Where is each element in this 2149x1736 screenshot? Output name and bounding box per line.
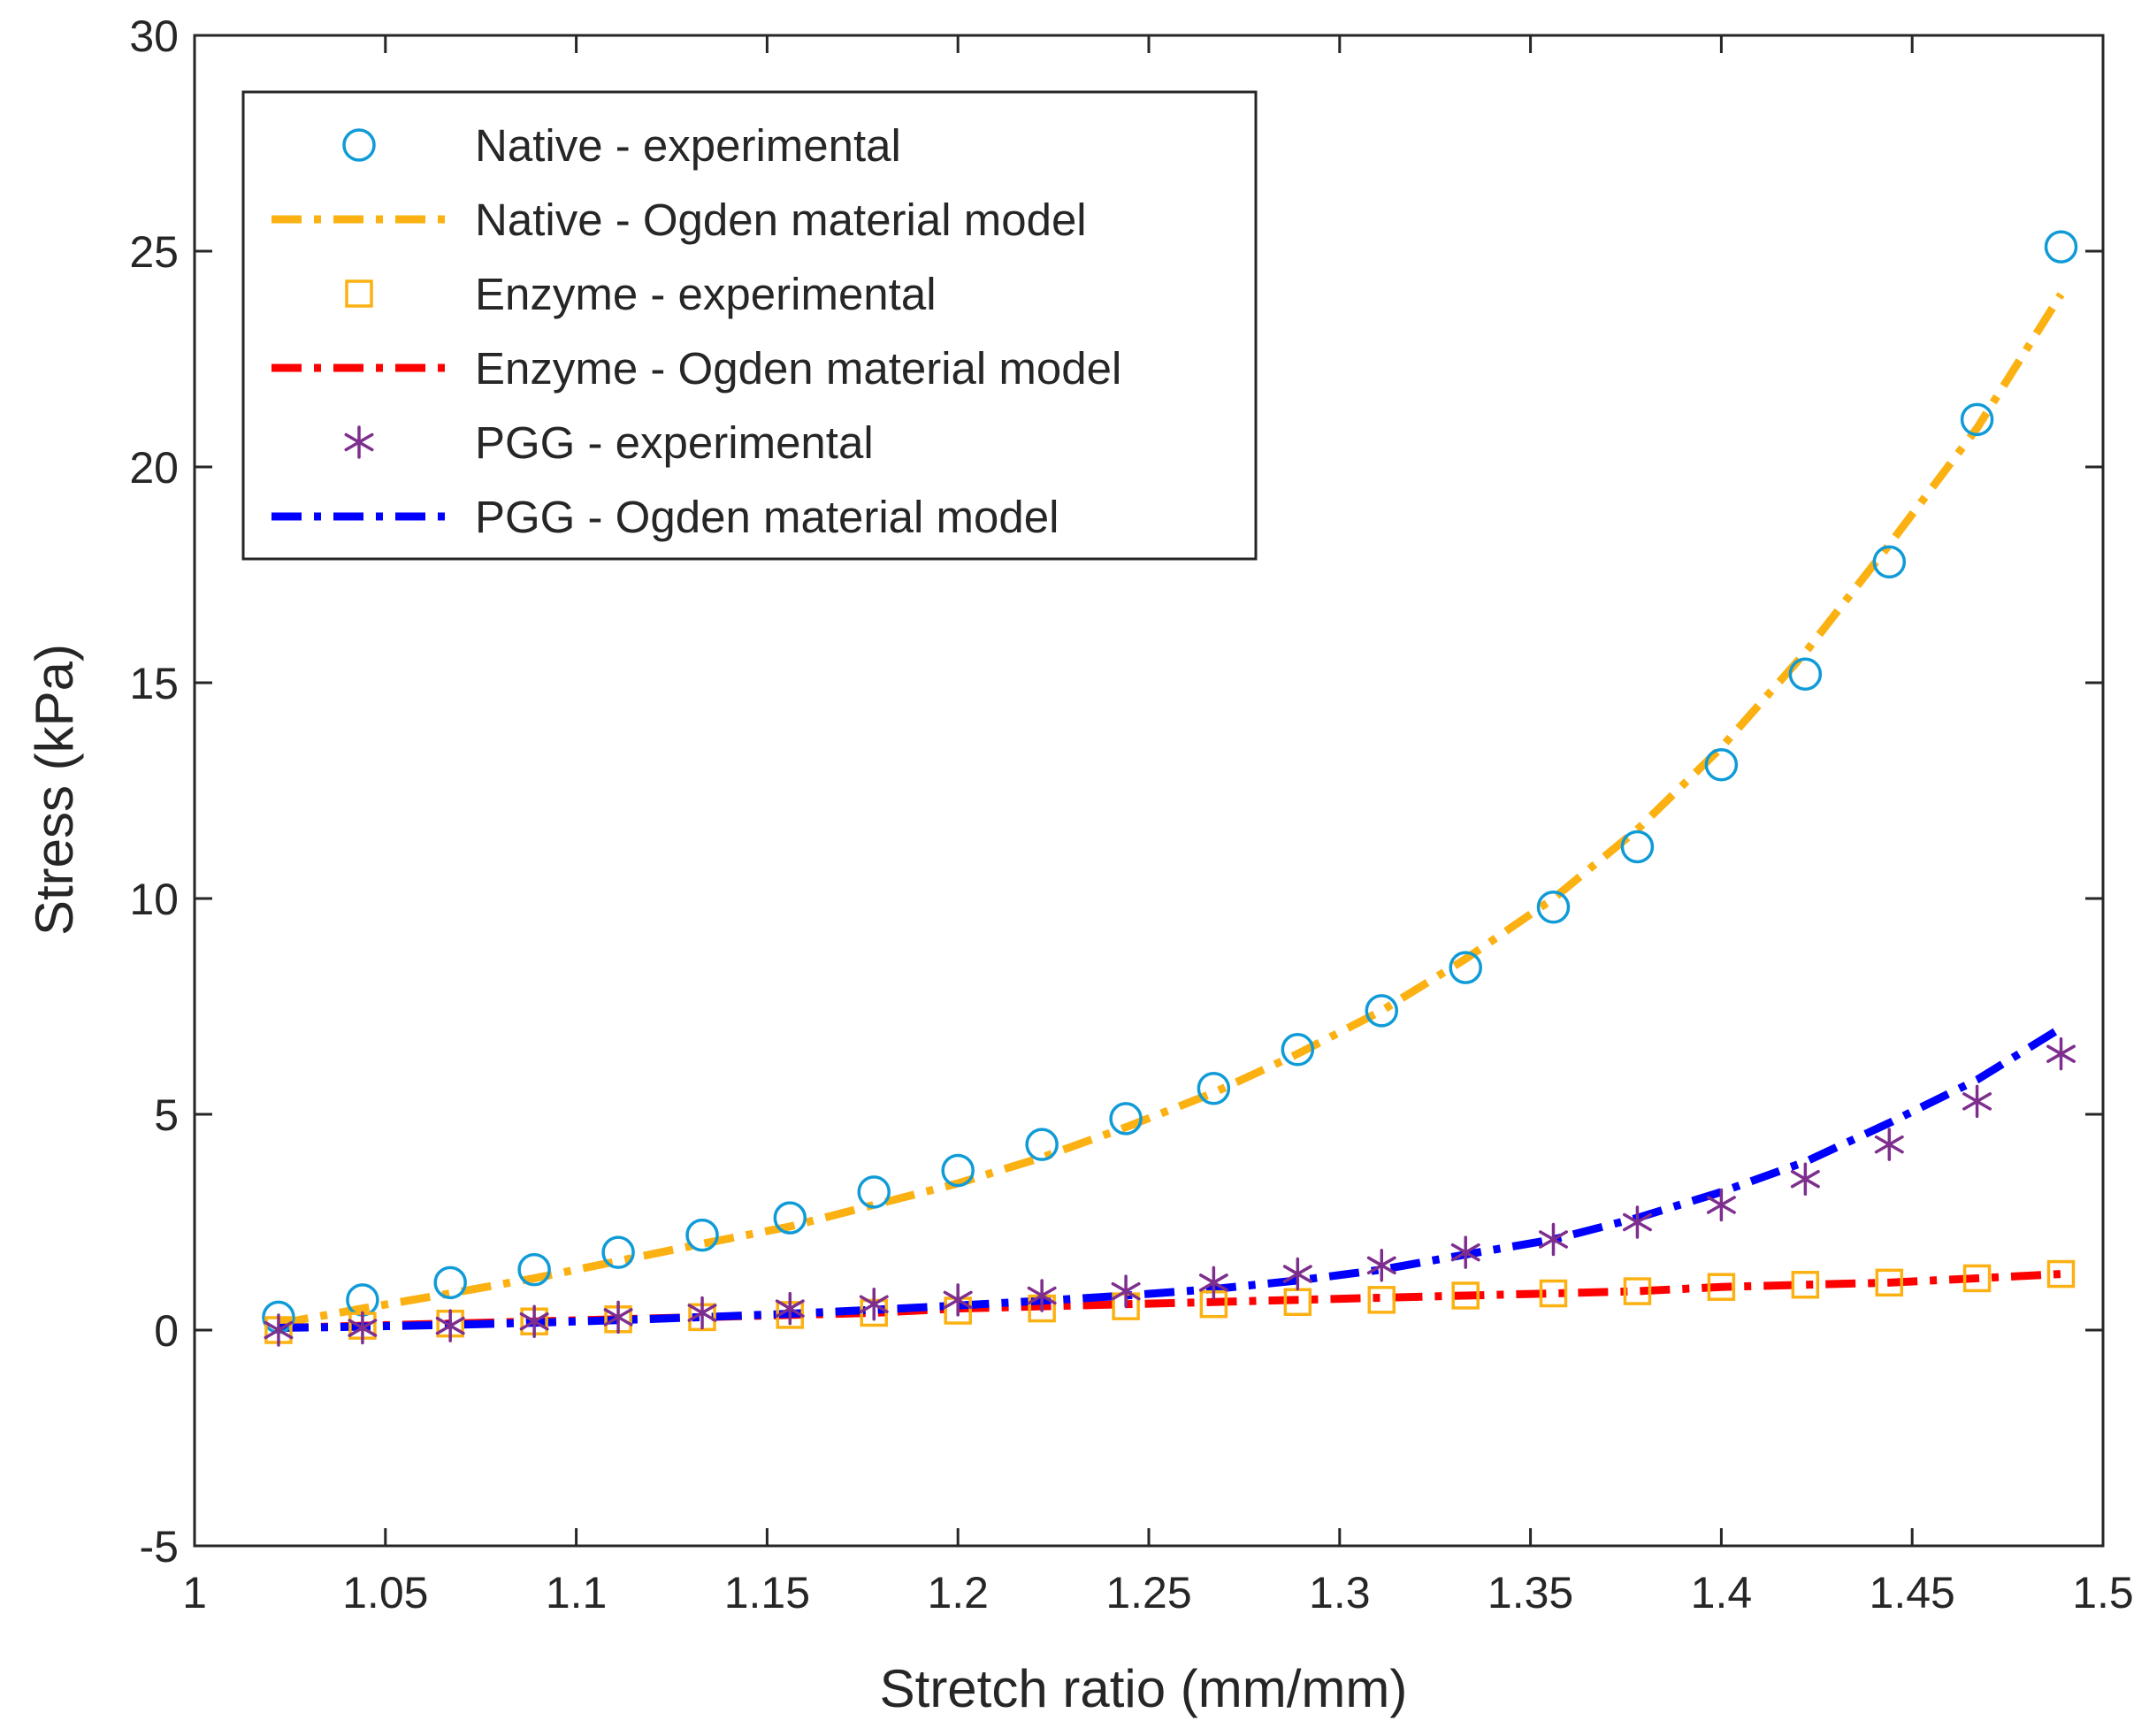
y-tick-label: 20 [129,443,179,493]
data-point-square [1539,1279,1568,1308]
legend-item: Enzyme - Ogden material model [271,343,1121,394]
y-tick-label: 10 [129,875,179,924]
data-point-circle [1960,402,1994,437]
legend-item: PGG - Ogden material model [271,492,1059,542]
series-line-5 [278,1024,2063,1333]
legend-marker-swatch [344,425,374,459]
x-tick-label: 1.25 [1105,1568,1191,1617]
data-point-asterisk [435,1309,465,1342]
data-point-asterisk [859,1287,889,1321]
x-tick-label: 1.15 [724,1568,810,1617]
x-tick-label: 1.45 [1870,1568,1955,1617]
data-point-asterisk [775,1291,805,1326]
legend-marker-swatch [342,128,376,162]
data-point-circle [1025,1128,1059,1161]
series-line-3 [278,1270,2061,1333]
data-point-circle [433,1266,467,1300]
data-point-circle [1365,994,1399,1028]
legend-label: Native - experimental [475,120,901,171]
x-axis-label: Stretch ratio (mm/mm) [880,1659,1408,1718]
data-point-circle [1536,891,1571,924]
data-point-asterisk [264,1313,294,1347]
legend-item: Native - Ogden material model [271,195,1087,245]
data-point-asterisk [1198,1266,1228,1300]
ticks-layer [193,34,2105,1548]
data-point-square [1367,1286,1396,1314]
legend-item: Native - experimental [342,120,901,171]
x-tick-label: 1.35 [1487,1568,1573,1617]
data-point-circle [1872,545,1907,579]
y-tick-label: 25 [129,227,179,277]
data-point-circle [1620,830,1655,864]
data-point-circle [601,1235,635,1269]
legend-items: Native - experimental Native - Ogden mate… [271,120,1121,542]
legend-label: Enzyme - experimental [475,269,937,319]
data-point-asterisk [603,1300,633,1335]
data-point-circle [685,1218,719,1252]
tick-labels-layer: 1 1.05 1.1 1.15 1.2 1.25 1.3 1.35 1.4 1.45 1.5 -5 0 5… [129,11,2133,1617]
data-point-asterisk [1282,1257,1312,1291]
data-point-asterisk [1027,1279,1057,1312]
data-point-asterisk [1706,1188,1736,1222]
x-tick-label: 1.2 [927,1568,989,1617]
data-point-asterisk [1790,1162,1820,1196]
data-point-asterisk [687,1296,717,1330]
legend-label: Enzyme - Ogden material model [475,343,1121,394]
series-layer [262,230,2078,1347]
data-point-asterisk [519,1304,549,1338]
data-point-square [2046,1259,2076,1289]
legend-label: Native - Ogden material model [475,195,1087,245]
data-point-square [1791,1271,1820,1299]
data-point-circle [1788,657,1823,691]
x-tick-label: 1.5 [2072,1568,2134,1617]
y-tick-label: -5 [140,1522,179,1572]
data-point-circle [1449,951,1482,984]
x-tick-label: 1.3 [1309,1568,1371,1617]
data-point-circle [941,1153,975,1188]
data-point-asterisk [1539,1222,1568,1257]
data-point-circle [1197,1071,1231,1105]
data-point-circle [773,1201,807,1235]
data-point-asterisk [1450,1235,1480,1269]
data-point-circle [1704,747,1739,782]
data-point-asterisk [1622,1205,1652,1239]
data-point-asterisk [943,1283,973,1317]
data-point-circle [517,1252,551,1287]
legend-marker-swatch [345,279,373,308]
data-point-square [1451,1281,1480,1310]
legend-item: Enzyme - experimental [345,269,937,319]
legend-item: PGG - experimental [344,417,874,468]
y-tick-label: 30 [129,11,179,61]
data-point-square [1875,1268,1904,1297]
data-point-circle [1281,1033,1315,1067]
data-point-circle [2044,230,2078,264]
data-point-square [1623,1277,1652,1305]
data-point-asterisk [348,1311,378,1345]
x-tick-label: 1 [182,1568,207,1617]
data-point-circle [1109,1102,1143,1136]
series-markers-0 [262,230,2078,1335]
y-tick-label: 15 [129,659,179,708]
x-tick-label: 1.1 [546,1568,608,1617]
data-point-asterisk [1962,1084,1992,1119]
legend-box [241,90,1258,561]
data-point-asterisk [1366,1249,1396,1282]
data-point-circle [857,1175,891,1209]
legend: Native - experimental Native - Ogden mate… [241,90,1258,561]
legend-label: PGG - Ogden material model [475,492,1059,542]
data-point-asterisk [1874,1128,1904,1161]
y-tick-label: 0 [154,1306,179,1356]
data-point-square [1707,1273,1736,1301]
y-tick-label: 5 [154,1090,179,1140]
series-markers-4 [264,1036,2076,1347]
y-axis-label: Stress (kPa) [25,644,84,936]
x-tick-label: 1.05 [342,1568,428,1617]
data-point-square [1962,1264,1992,1293]
x-tick-label: 1.4 [1691,1568,1753,1617]
data-point-asterisk [1111,1274,1141,1308]
data-point-asterisk [2046,1036,2076,1071]
legend-label: PGG - experimental [475,417,874,468]
